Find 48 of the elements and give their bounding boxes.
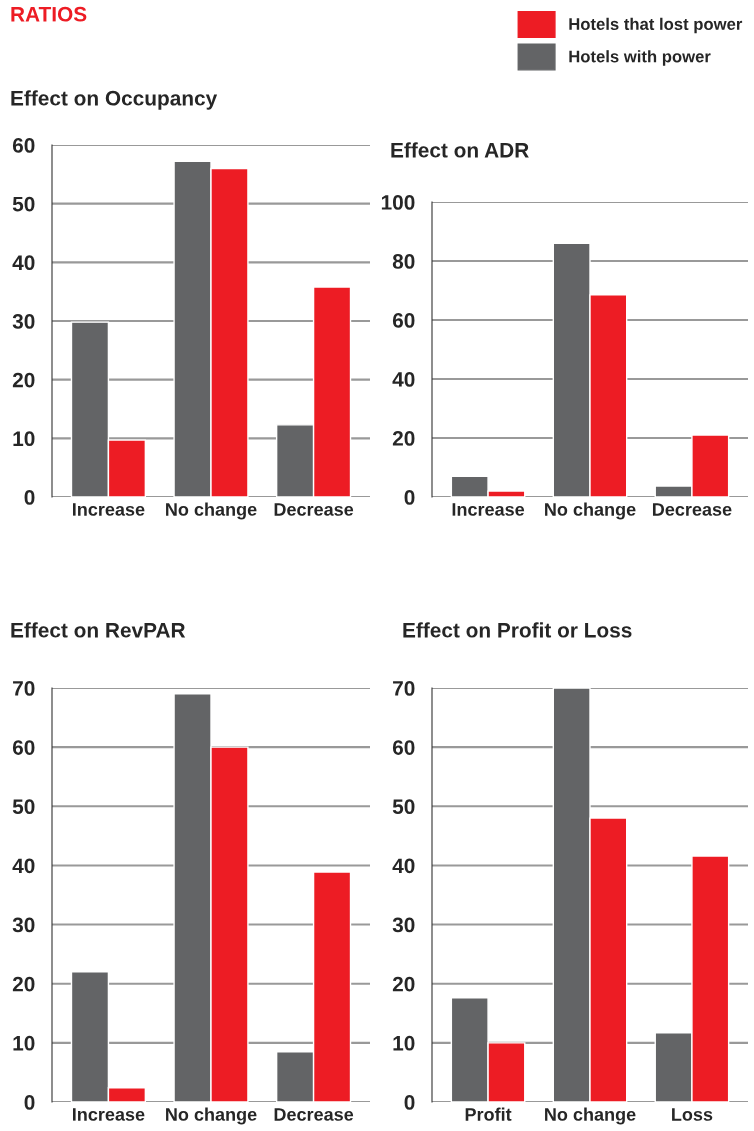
x-tick-label: Decrease — [274, 503, 354, 516]
y-tick-label: 10 — [393, 1035, 415, 1051]
x-tick-label: Loss — [672, 1108, 713, 1121]
y-tick-label: 20 — [392, 431, 415, 446]
y-tick-label: 0 — [24, 1095, 35, 1110]
legend-label: Hotels that lost power — [569, 17, 743, 34]
y-tick-label: 40 — [12, 858, 35, 874]
y-tick-label: 40 — [12, 255, 35, 271]
y-tick-label: 0 — [24, 490, 35, 505]
y-tick-label: 30 — [392, 917, 415, 933]
y-tick-label: 30 — [12, 917, 35, 933]
y-tick-label: 60 — [12, 740, 35, 755]
x-tick-label: No change — [166, 1107, 257, 1125]
y-tick-label: 50 — [12, 799, 35, 815]
y-tick-label: 10 — [13, 431, 35, 447]
y-tick-label: 50 — [12, 196, 35, 212]
x-tick-label: Increase — [72, 1108, 145, 1121]
chart-title: Effect on Occupancy — [11, 90, 218, 110]
y-tick-label: 70 — [393, 681, 415, 696]
x-tick-label: No change — [545, 1107, 636, 1125]
legend-label: Hotels with power — [569, 50, 711, 66]
y-tick-label: 60 — [12, 138, 35, 153]
chart-title: Effect on RevPAR — [11, 622, 186, 638]
y-tick-label: 40 — [392, 372, 415, 387]
y-tick-label: 20 — [12, 372, 35, 388]
y-tick-label: 0 — [404, 490, 415, 505]
x-tick-label: No change — [545, 502, 636, 520]
y-tick-label: 40 — [392, 858, 415, 874]
x-tick-label: Increase — [72, 503, 145, 516]
y-tick-label: 60 — [392, 740, 415, 755]
y-tick-label: 100 — [381, 195, 415, 210]
x-tick-label: Decrease — [652, 503, 732, 516]
y-tick-label: 20 — [392, 976, 415, 992]
y-tick-label: 0 — [404, 1095, 415, 1110]
y-tick-label: 10 — [13, 1035, 35, 1051]
y-tick-label: 50 — [392, 799, 415, 815]
chart-title: Effect on Profit or Loss — [403, 622, 632, 638]
y-tick-label: 80 — [392, 254, 415, 269]
y-tick-label: 20 — [12, 976, 35, 992]
x-tick-label: No change — [166, 502, 257, 520]
y-tick-label: 60 — [392, 313, 415, 328]
y-tick-label: 70 — [13, 681, 35, 696]
chart-title: Effect on ADR — [391, 142, 529, 158]
x-tick-label: Increase — [452, 503, 525, 516]
x-tick-label: Decrease — [274, 1108, 354, 1121]
y-tick-label: 30 — [12, 314, 35, 329]
x-tick-label: Profit — [465, 1107, 512, 1121]
text: RATIOS — [11, 6, 87, 22]
